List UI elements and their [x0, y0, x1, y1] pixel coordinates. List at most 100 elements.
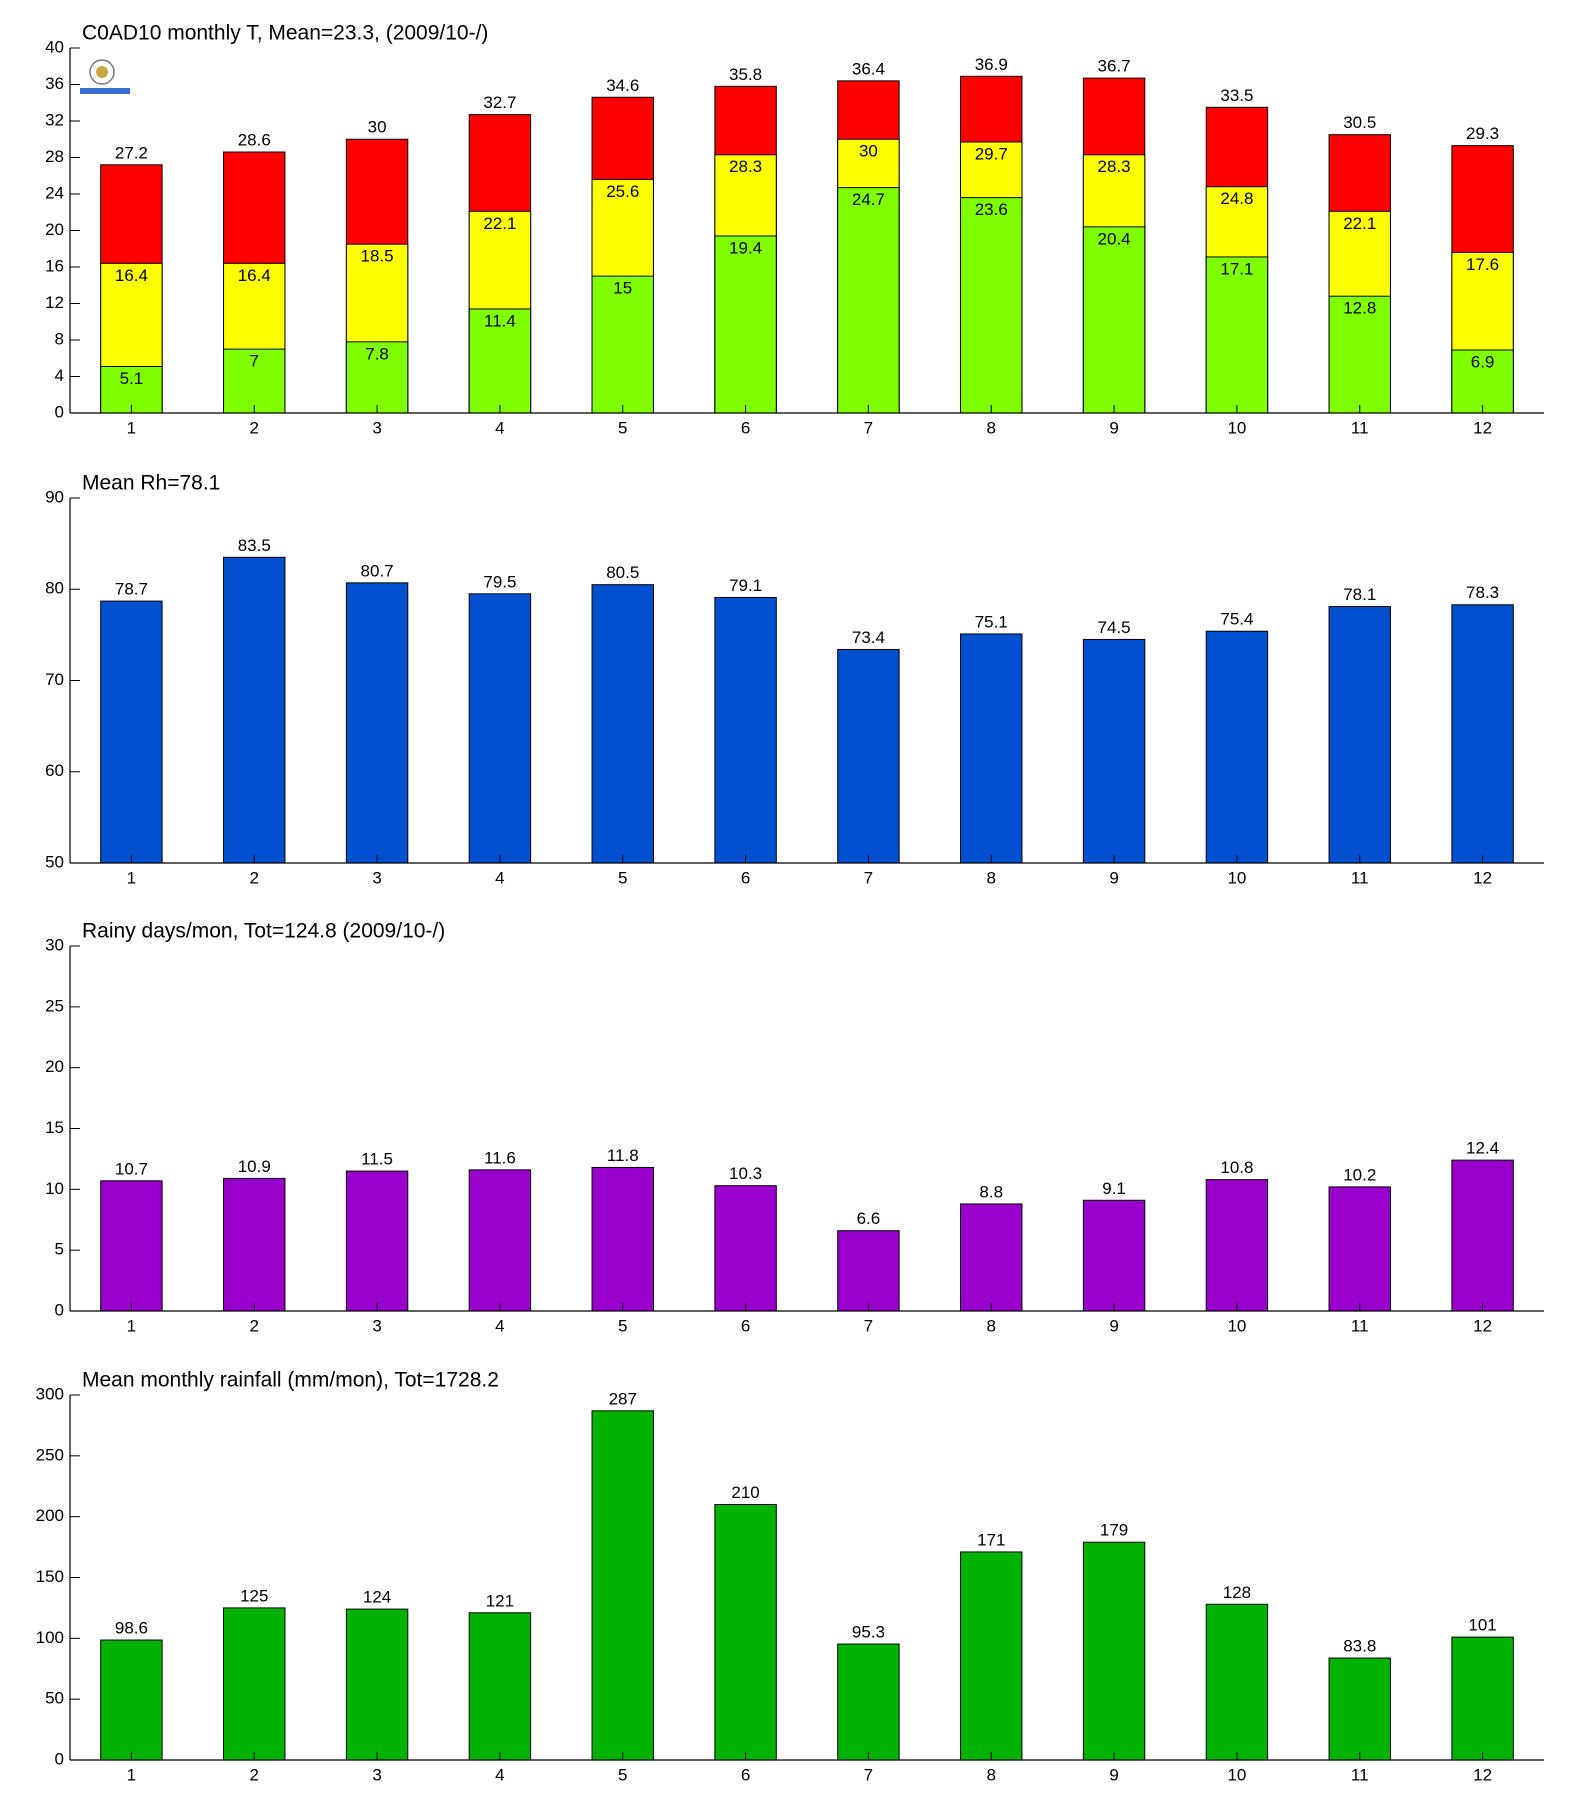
- bar: [837, 648, 900, 864]
- chart-title: C0AD10 monthly T, Mean=23.3, (2009/10-/): [82, 22, 488, 45]
- y-tick-label: 28: [45, 147, 64, 166]
- data-label: 29.7: [975, 144, 1008, 163]
- y-tick-label: 50: [45, 852, 64, 871]
- data-label: 22.1: [483, 214, 516, 233]
- bar: [1205, 630, 1269, 864]
- bar: [1451, 349, 1514, 414]
- bar: [100, 600, 163, 864]
- data-label: 11.8: [607, 1146, 639, 1165]
- x-tick-label: 1: [127, 418, 136, 437]
- data-label: 28.3: [729, 157, 762, 176]
- bar: [837, 1230, 900, 1312]
- bar: [960, 1203, 1023, 1312]
- data-label: 36.7: [1098, 57, 1131, 76]
- bar: [468, 1169, 532, 1312]
- x-tick-label: 6: [741, 1765, 750, 1784]
- x-tick-label: 4: [495, 1316, 504, 1335]
- data-label: 10.9: [238, 1157, 271, 1176]
- x-tick-label: 11: [1351, 418, 1369, 437]
- x-tick-label: 1: [127, 868, 136, 887]
- x-tick-label: 12: [1473, 1316, 1492, 1335]
- y-tick-label: 70: [45, 670, 64, 689]
- y-tick-label: 150: [36, 1567, 64, 1586]
- x-tick-label: 5: [618, 868, 627, 887]
- data-label: 32.7: [483, 93, 516, 112]
- x-tick-label: 9: [1109, 1316, 1118, 1335]
- data-label: 18.5: [361, 247, 394, 266]
- bar: [100, 1639, 163, 1761]
- bar: [837, 1643, 900, 1761]
- x-tick-label: 7: [864, 868, 873, 887]
- y-tick-label: 12: [45, 293, 64, 312]
- data-label: 15: [613, 279, 632, 298]
- data-label: 78.7: [115, 580, 148, 599]
- bar: [1451, 1636, 1514, 1761]
- y-tick-label: 4: [55, 366, 64, 385]
- data-label: 75.1: [975, 612, 1008, 631]
- bar: [345, 582, 409, 864]
- bar: [1082, 638, 1146, 864]
- y-tick-label: 0: [55, 1749, 64, 1768]
- y-tick-label: 32: [45, 110, 64, 129]
- y-tick-label: 200: [36, 1506, 64, 1525]
- data-label: 5.1: [120, 369, 144, 388]
- data-label: 6.9: [1471, 353, 1495, 372]
- bar: [468, 593, 532, 864]
- data-label: 34.6: [606, 76, 639, 95]
- bar: [714, 596, 777, 864]
- bar: [1328, 295, 1391, 414]
- y-tick-label: 30: [45, 935, 64, 954]
- bar: [1328, 1657, 1391, 1761]
- y-tick-label: 90: [45, 487, 64, 506]
- y-tick-label: 40: [45, 37, 64, 56]
- bar: [468, 308, 532, 414]
- bar: [1082, 226, 1146, 414]
- x-tick-label: 12: [1473, 418, 1492, 437]
- x-tick-label: 11: [1351, 868, 1369, 887]
- data-label: 78.1: [1343, 585, 1376, 604]
- data-label: 24.8: [1220, 189, 1253, 208]
- bar: [591, 584, 654, 864]
- data-label: 16.4: [115, 266, 148, 285]
- x-tick-label: 2: [250, 418, 259, 437]
- bar: [223, 1607, 286, 1761]
- data-label: 83.5: [238, 536, 271, 555]
- x-tick-label: 8: [987, 868, 996, 887]
- data-label: 23.6: [975, 200, 1008, 219]
- data-label: 10.7: [115, 1159, 148, 1178]
- x-tick-label: 3: [372, 1316, 381, 1335]
- bar: [1451, 1159, 1514, 1312]
- chart-title: Mean Rh=78.1: [82, 472, 220, 495]
- bar: [1082, 1199, 1146, 1312]
- bar: [837, 187, 900, 414]
- x-tick-label: 1: [127, 1765, 136, 1784]
- data-label: 79.5: [483, 572, 516, 591]
- bar: [1451, 604, 1514, 864]
- y-tick-label: 5: [55, 1240, 64, 1259]
- data-label: 22.1: [1343, 214, 1376, 233]
- data-label: 7.8: [365, 344, 389, 363]
- bar: [1205, 256, 1269, 414]
- data-label: 128: [1223, 1583, 1251, 1602]
- bar: [1205, 1603, 1269, 1761]
- bar: [345, 1608, 409, 1761]
- x-tick-label: 7: [864, 1316, 873, 1335]
- data-label: 28.6: [238, 131, 271, 150]
- x-tick-label: 2: [250, 868, 259, 887]
- x-tick-label: 5: [618, 1316, 627, 1335]
- bar: [714, 1504, 777, 1761]
- data-label: 98.6: [115, 1619, 148, 1638]
- data-label: 210: [731, 1483, 759, 1502]
- data-label: 95.3: [852, 1623, 885, 1642]
- bar: [591, 1166, 654, 1312]
- data-label: 78.3: [1466, 583, 1499, 602]
- x-tick-label: 4: [495, 418, 504, 437]
- x-tick-label: 8: [987, 418, 996, 437]
- y-tick-label: 15: [45, 1118, 64, 1137]
- x-tick-label: 9: [1109, 868, 1118, 887]
- x-tick-label: 10: [1227, 418, 1246, 437]
- y-tick-label: 8: [55, 329, 64, 348]
- data-label: 11.5: [361, 1150, 393, 1169]
- data-label: 11.6: [484, 1148, 516, 1167]
